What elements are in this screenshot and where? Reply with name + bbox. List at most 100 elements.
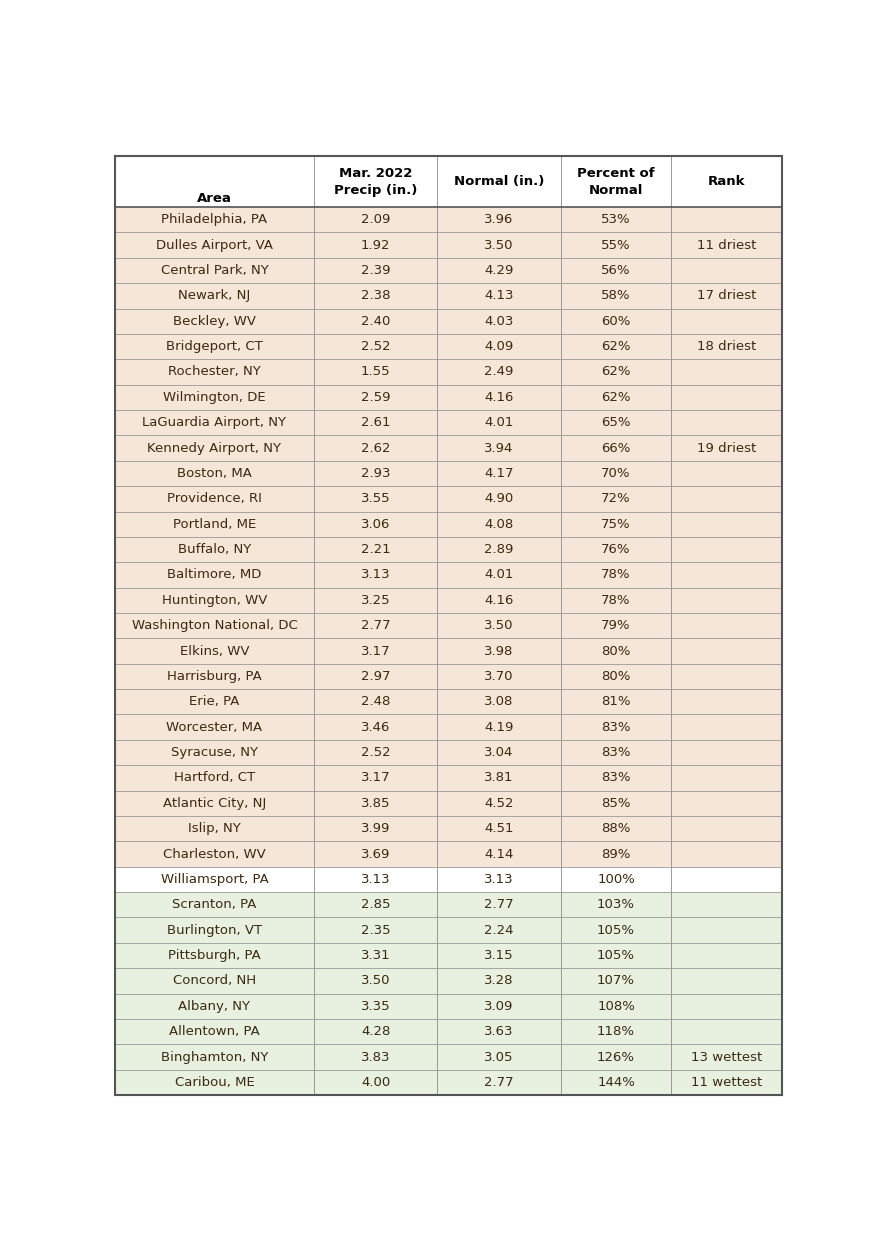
Text: 3.08: 3.08 <box>485 695 514 709</box>
Bar <box>115 587 782 613</box>
Text: Kennedy Airport, NY: Kennedy Airport, NY <box>147 441 282 455</box>
Text: 2.77: 2.77 <box>484 898 514 912</box>
Text: Islip, NY: Islip, NY <box>188 823 241 835</box>
Text: Area: Area <box>197 192 232 204</box>
Text: 3.69: 3.69 <box>361 847 390 861</box>
Text: 79%: 79% <box>601 620 631 632</box>
Text: Hartford, CT: Hartford, CT <box>174 772 255 784</box>
Text: 4.16: 4.16 <box>485 390 514 404</box>
Text: 103%: 103% <box>597 898 635 912</box>
Text: Wilmington, DE: Wilmington, DE <box>163 390 266 404</box>
Text: Huntington, WV: Huntington, WV <box>162 593 267 607</box>
Bar <box>115 841 782 867</box>
Text: 2.62: 2.62 <box>361 441 390 455</box>
Text: Dulles Airport, VA: Dulles Airport, VA <box>156 239 273 252</box>
Text: 105%: 105% <box>597 923 635 937</box>
Text: 13 wettest: 13 wettest <box>691 1051 762 1063</box>
Bar <box>115 435 782 461</box>
Text: Beckley, WV: Beckley, WV <box>173 315 255 328</box>
Bar <box>115 486 782 512</box>
Text: 3.06: 3.06 <box>361 518 390 530</box>
Text: Burlington, VT: Burlington, VT <box>167 923 262 937</box>
Bar <box>115 1018 782 1044</box>
Text: 78%: 78% <box>601 569 631 581</box>
Text: 3.25: 3.25 <box>360 593 390 607</box>
Bar <box>115 867 782 892</box>
Text: 83%: 83% <box>601 772 631 784</box>
Bar <box>115 968 782 994</box>
Text: Philadelphia, PA: Philadelphia, PA <box>161 213 268 227</box>
Text: 3.31: 3.31 <box>360 949 390 961</box>
Text: Rochester, NY: Rochester, NY <box>168 366 261 378</box>
Text: Buffalo, NY: Buffalo, NY <box>178 543 251 556</box>
Text: Central Park, NY: Central Park, NY <box>160 264 269 278</box>
Text: 2.09: 2.09 <box>361 213 390 227</box>
Text: Boston, MA: Boston, MA <box>177 467 252 479</box>
Text: Worcester, MA: Worcester, MA <box>166 721 262 733</box>
Text: 2.77: 2.77 <box>360 620 390 632</box>
Bar <box>115 613 782 638</box>
Bar <box>115 892 782 917</box>
Bar <box>115 563 782 587</box>
Text: 88%: 88% <box>601 823 631 835</box>
Text: 126%: 126% <box>597 1051 635 1063</box>
Text: 58%: 58% <box>601 290 631 302</box>
Text: 3.13: 3.13 <box>360 569 390 581</box>
Text: 1.92: 1.92 <box>361 239 390 252</box>
Text: Mar. 2022
Precip (in.): Mar. 2022 Precip (in.) <box>334 167 417 197</box>
Text: Rank: Rank <box>708 175 745 188</box>
Text: 1.55: 1.55 <box>360 366 390 378</box>
Text: 56%: 56% <box>601 264 631 278</box>
Text: Harrisburg, PA: Harrisburg, PA <box>167 670 262 683</box>
Text: 3.17: 3.17 <box>360 772 390 784</box>
Text: 3.05: 3.05 <box>484 1051 514 1063</box>
Bar <box>115 766 782 790</box>
Text: 144%: 144% <box>597 1075 635 1089</box>
Text: Percent of
Normal: Percent of Normal <box>578 167 654 197</box>
Text: 3.13: 3.13 <box>484 873 514 886</box>
Bar <box>115 740 782 766</box>
Text: 2.77: 2.77 <box>484 1075 514 1089</box>
Text: 2.24: 2.24 <box>484 923 514 937</box>
Text: 3.55: 3.55 <box>360 492 390 506</box>
Text: 78%: 78% <box>601 593 631 607</box>
Text: 55%: 55% <box>601 239 631 252</box>
Bar <box>115 536 782 563</box>
Text: 3.35: 3.35 <box>360 1000 390 1012</box>
Text: Caribou, ME: Caribou, ME <box>174 1075 255 1089</box>
Text: 3.70: 3.70 <box>484 670 514 683</box>
Text: 108%: 108% <box>597 1000 635 1012</box>
Bar <box>115 1069 782 1095</box>
Bar <box>115 994 782 1018</box>
Text: 4.01: 4.01 <box>485 416 514 429</box>
Text: 107%: 107% <box>597 974 635 987</box>
Text: 100%: 100% <box>597 873 635 886</box>
Text: 2.61: 2.61 <box>361 416 390 429</box>
Text: 4.51: 4.51 <box>484 823 514 835</box>
Text: 2.48: 2.48 <box>361 695 390 709</box>
Text: 19 driest: 19 driest <box>697 441 756 455</box>
Text: 83%: 83% <box>601 721 631 733</box>
Text: 3.81: 3.81 <box>484 772 514 784</box>
Text: 2.85: 2.85 <box>361 898 390 912</box>
Bar <box>115 384 782 410</box>
Text: Normal (in.): Normal (in.) <box>454 175 544 188</box>
Text: 3.04: 3.04 <box>485 746 514 760</box>
Text: 4.13: 4.13 <box>484 290 514 302</box>
Text: 4.01: 4.01 <box>485 569 514 581</box>
Text: 3.15: 3.15 <box>484 949 514 961</box>
Text: Bridgeport, CT: Bridgeport, CT <box>166 339 262 353</box>
Text: 3.13: 3.13 <box>360 873 390 886</box>
Text: Syracuse, NY: Syracuse, NY <box>171 746 258 760</box>
Bar <box>115 207 782 233</box>
Bar <box>115 309 782 335</box>
Text: 4.08: 4.08 <box>485 518 514 530</box>
Text: 4.19: 4.19 <box>485 721 514 733</box>
Text: 2.49: 2.49 <box>485 366 514 378</box>
Text: 3.63: 3.63 <box>484 1025 514 1038</box>
Text: 89%: 89% <box>601 847 631 861</box>
Bar <box>115 410 782 435</box>
Text: 80%: 80% <box>601 644 631 658</box>
Bar <box>115 689 782 715</box>
Text: 85%: 85% <box>601 797 631 810</box>
